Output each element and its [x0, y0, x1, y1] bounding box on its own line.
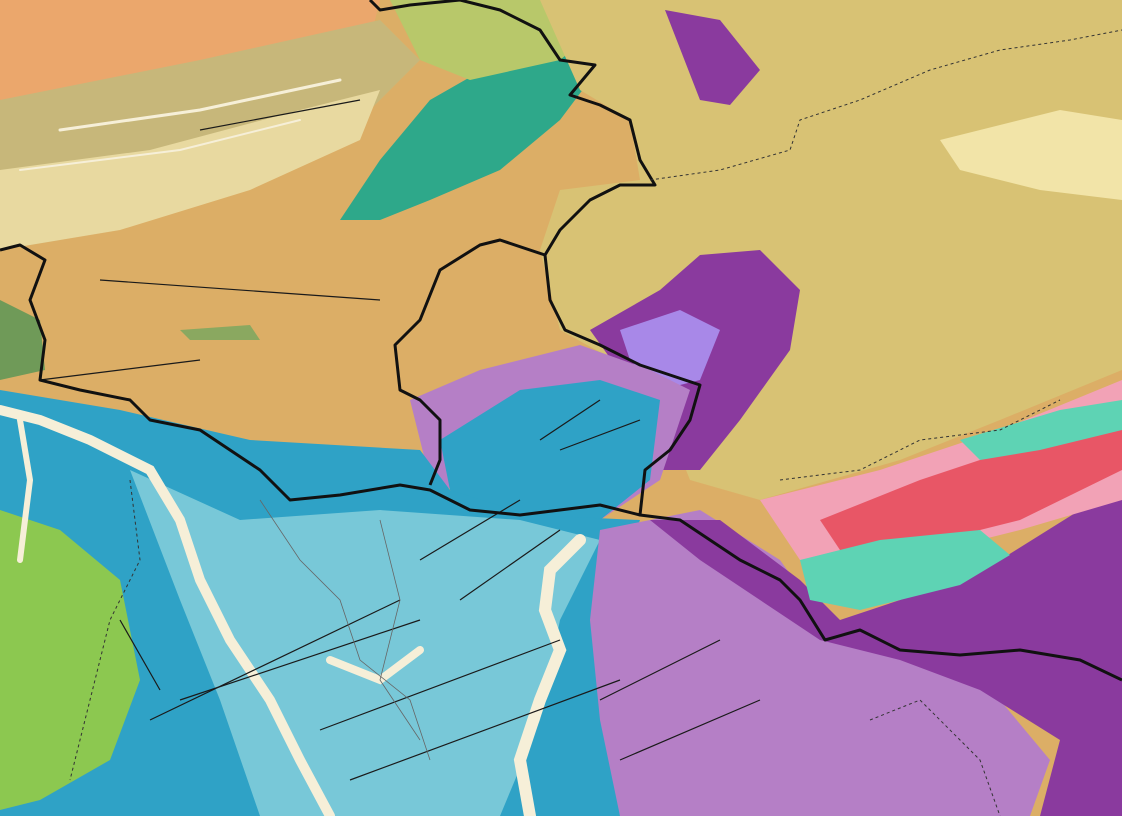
- region-light-blue: [130, 470, 600, 816]
- region-light-purple: [590, 510, 1050, 816]
- national-borders: [0, 0, 1122, 682]
- region-blue-mid: [440, 380, 660, 520]
- region-orange-top: [0, 0, 380, 100]
- region-aqua: [800, 530, 1010, 610]
- fault-lines: [39, 99, 761, 781]
- rivers: [0, 78, 586, 816]
- region-red: [820, 420, 1122, 550]
- province-borders: [69, 29, 1122, 816]
- region-pale-right: [940, 110, 1122, 200]
- region-purple-top: [665, 10, 760, 105]
- region-lime-green: [0, 510, 140, 810]
- region-green-left: [0, 300, 45, 380]
- region-aqua-upper: [960, 400, 1122, 460]
- region-olive-left: [180, 325, 260, 340]
- region-dark-purple-right: [650, 490, 1122, 816]
- region-pale-band: [0, 90, 380, 250]
- admin-lines: [259, 499, 431, 761]
- region-green-ridge: [340, 50, 590, 220]
